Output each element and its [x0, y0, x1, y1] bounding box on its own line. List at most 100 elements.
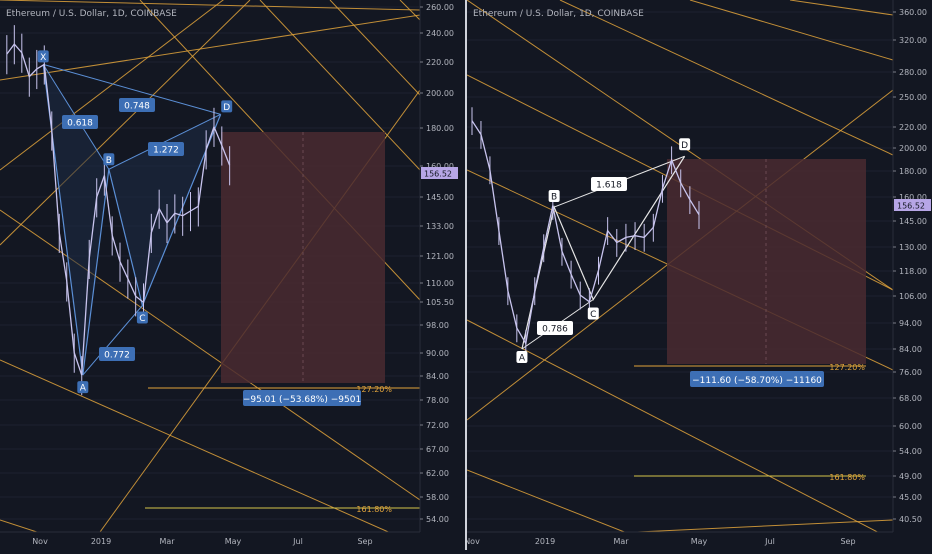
trend-line[interactable] [329, 0, 420, 96]
ratio-label: 0.772 [104, 351, 130, 361]
y-tick-label: 200.00 [899, 144, 927, 153]
ratio-badge [119, 98, 155, 112]
target-zone[interactable] [221, 132, 385, 383]
pattern-triangle-bcd [108, 114, 221, 306]
x-tick-label: May [691, 537, 708, 546]
ratio-label: 0.618 [67, 119, 93, 129]
ratio-label: 0.748 [124, 102, 150, 112]
x-tick-label: Jul [764, 537, 775, 546]
x-tick-label: 2019 [91, 537, 111, 546]
pattern-point-label: D [223, 103, 230, 113]
y-tick-label: 145.00 [426, 193, 454, 202]
y-tick-label: 98.00 [426, 321, 449, 330]
trend-line[interactable] [689, 0, 893, 61]
fib-level-label: 127.20% [356, 385, 392, 394]
trend-line[interactable] [0, 359, 420, 546]
y-tick-label: 67.00 [426, 445, 449, 454]
y-tick-label: 250.00 [899, 93, 927, 102]
price-series[interactable] [6, 43, 231, 376]
pattern-path[interactable] [42, 64, 222, 376]
measure-tag [690, 371, 824, 387]
fib-level-label: 161.80% [829, 473, 865, 482]
trend-line[interactable] [0, 0, 420, 11]
pattern-point-badge [136, 311, 148, 324]
ratio-label: 1.272 [153, 146, 179, 156]
chart-panel-1: 127.20% 161.80% −95.01 (−53.68%) −9501 X A B C… [0, 0, 498, 546]
y-tick-label: 360.00 [899, 8, 927, 17]
pattern-point-label: D [681, 141, 688, 151]
y-tick-label: 320.00 [899, 36, 927, 45]
x-tick-label: Nov [464, 537, 480, 546]
pattern-diagonal [108, 113, 221, 170]
plot-area[interactable] [467, 0, 893, 546]
trend-line[interactable] [467, 319, 893, 540]
pattern-point-badge [37, 50, 49, 63]
pattern-point-label: B [551, 193, 557, 203]
y-tick-label: 121.00 [426, 252, 454, 261]
trend-line[interactable] [467, 519, 893, 540]
current-price-label: 156.52 [897, 202, 925, 211]
pattern-point-badge [221, 100, 233, 113]
pattern-point-label: A [519, 354, 526, 364]
trend-line[interactable] [467, 469, 660, 546]
y-tick-label: 84.00 [426, 372, 449, 381]
chart-title: Ethereum / U.S. Dollar, 1D, COINBASE [6, 9, 177, 19]
trend-line[interactable] [559, 0, 893, 156]
trend-line[interactable] [0, 14, 420, 81]
y-tick-label: 60.00 [899, 422, 922, 431]
pattern-point-label: B [106, 156, 112, 166]
y-tick-label: 220.00 [899, 123, 927, 132]
x-tick-label: Sep [357, 537, 372, 546]
y-tick-label: 58.00 [426, 493, 449, 502]
y-tick-label: 78.00 [426, 396, 449, 405]
ratio-badge [537, 321, 573, 335]
x-tick-label: Jul [292, 537, 303, 546]
ratio-badge [591, 177, 627, 191]
y-tick-label: 180.00 [426, 124, 454, 133]
y-tick-label: 84.00 [899, 345, 922, 354]
x-tick-label: Nov [32, 537, 48, 546]
y-tick-label: 45.00 [899, 493, 922, 502]
pattern-point-label: X [40, 53, 46, 63]
trend-line[interactable] [789, 0, 893, 16]
y-tick-label: 160.00 [426, 162, 454, 171]
pattern-point-label: C [590, 310, 596, 320]
ratio-badge [62, 115, 98, 129]
x-tick-label: 2019 [535, 537, 555, 546]
y-tick-label: 110.00 [426, 279, 454, 288]
pattern-point-badge [77, 381, 89, 394]
trend-line[interactable] [0, 519, 80, 546]
pattern-point-badge [679, 138, 691, 151]
y-tick-label: 260.00 [426, 3, 454, 12]
pattern-diagonal [43, 63, 221, 115]
plot-area[interactable] [0, 0, 498, 546]
chart-title: Ethereum / U.S. Dollar, 1D, COINBASE [473, 9, 644, 19]
y-tick-label: 280.00 [899, 68, 927, 77]
x-tick-label: Sep [840, 537, 855, 546]
ratio-badge [148, 142, 184, 156]
measure-label: −95.01 (−53.68%) −9501 [243, 395, 361, 405]
pattern-point-badge [587, 307, 599, 320]
ratio-badge [99, 347, 135, 361]
pattern-point-badge [548, 190, 560, 203]
y-tick-label: 200.00 [426, 89, 454, 98]
trend-line[interactable] [259, 0, 420, 171]
y-tick-label: 40.50 [899, 515, 922, 524]
y-tick-label: 62.00 [426, 469, 449, 478]
fib-level-label: 161.80% [356, 505, 392, 514]
y-tick-label: 145.00 [899, 217, 927, 226]
current-price-label: 156.52 [424, 170, 452, 179]
panel-divider[interactable] [465, 0, 467, 550]
trend-line[interactable] [0, 0, 251, 246]
x-tick-label: Mar [613, 537, 629, 546]
price-series[interactable] [471, 120, 700, 346]
pattern-diagonal [82, 305, 143, 376]
y-tick-label: 105.50 [426, 298, 454, 307]
x-tick-label: Mar [159, 537, 175, 546]
y-tick-label: 130.00 [899, 243, 927, 252]
y-tick-label: 160.00 [899, 193, 927, 202]
pattern-triangle-xab [43, 64, 109, 376]
fib-level-label: 127.20% [829, 363, 865, 372]
